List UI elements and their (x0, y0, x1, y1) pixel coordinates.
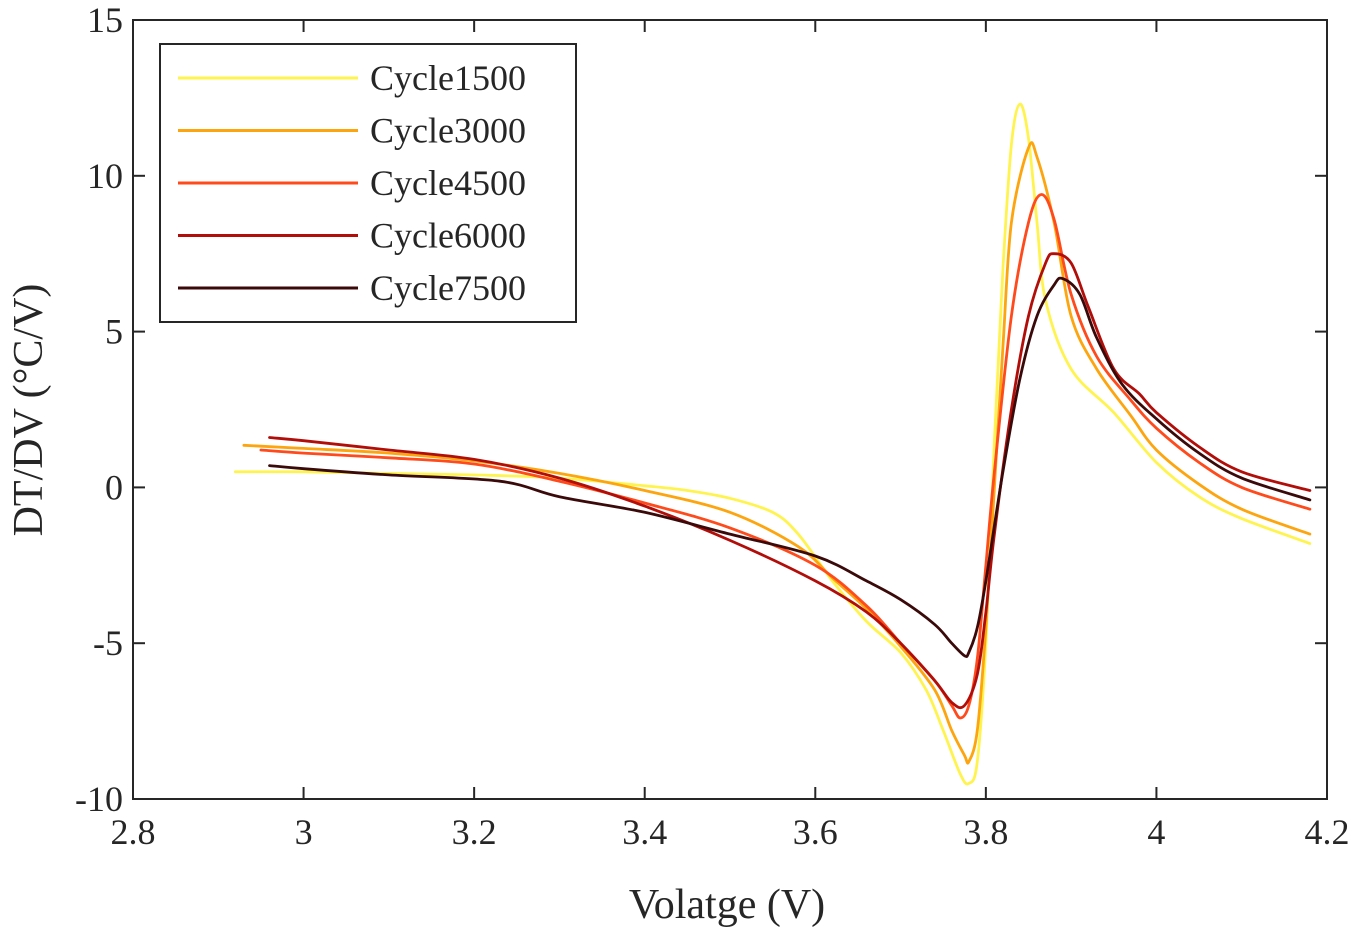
y-tick-label: -10 (75, 779, 123, 819)
legend-label: Cycle1500 (370, 58, 526, 98)
x-tick-label: 3.4 (622, 812, 667, 852)
x-tick-label: 3.8 (963, 812, 1008, 852)
x-tick-label: 3.6 (793, 812, 838, 852)
y-tick-label: 5 (105, 312, 123, 352)
series-line-cycle6000 (268, 252, 1312, 710)
series-line-cycle1500 (233, 102, 1312, 786)
series-layer (233, 102, 1312, 786)
x-tick-label: 3 (295, 812, 313, 852)
legend-label: Cycle6000 (370, 216, 526, 256)
legend: Cycle1500 Cycle3000 Cycle4500 Cycle6000 Cycl… (159, 43, 577, 323)
series-line-cycle7500 (268, 276, 1312, 658)
legend-label: Cycle4500 (370, 163, 526, 203)
series-line-cycle3000 (242, 141, 1312, 765)
x-axis-title: Volatge (V) (629, 882, 825, 928)
x-tick-label: 4.2 (1305, 812, 1350, 852)
y-axis-title: DT/DV (°C/V) (6, 284, 52, 537)
x-tick-label: 3.2 (452, 812, 497, 852)
x-tick-label: 4 (1147, 812, 1165, 852)
y-tick-label: 10 (87, 156, 123, 196)
axis-ticks: 2.8 3 3.2 3.4 3.6 3.8 4 4.2 -10 -5 0 5 10 15 (75, 0, 1350, 852)
x-tick-label: 2.8 (111, 812, 156, 852)
legend-label: Cycle3000 (370, 111, 526, 151)
y-tick-label: 15 (87, 0, 123, 40)
y-tick-label: -5 (93, 623, 123, 663)
y-tick-label: 0 (105, 467, 123, 507)
legend-label: Cycle7500 (370, 268, 526, 308)
